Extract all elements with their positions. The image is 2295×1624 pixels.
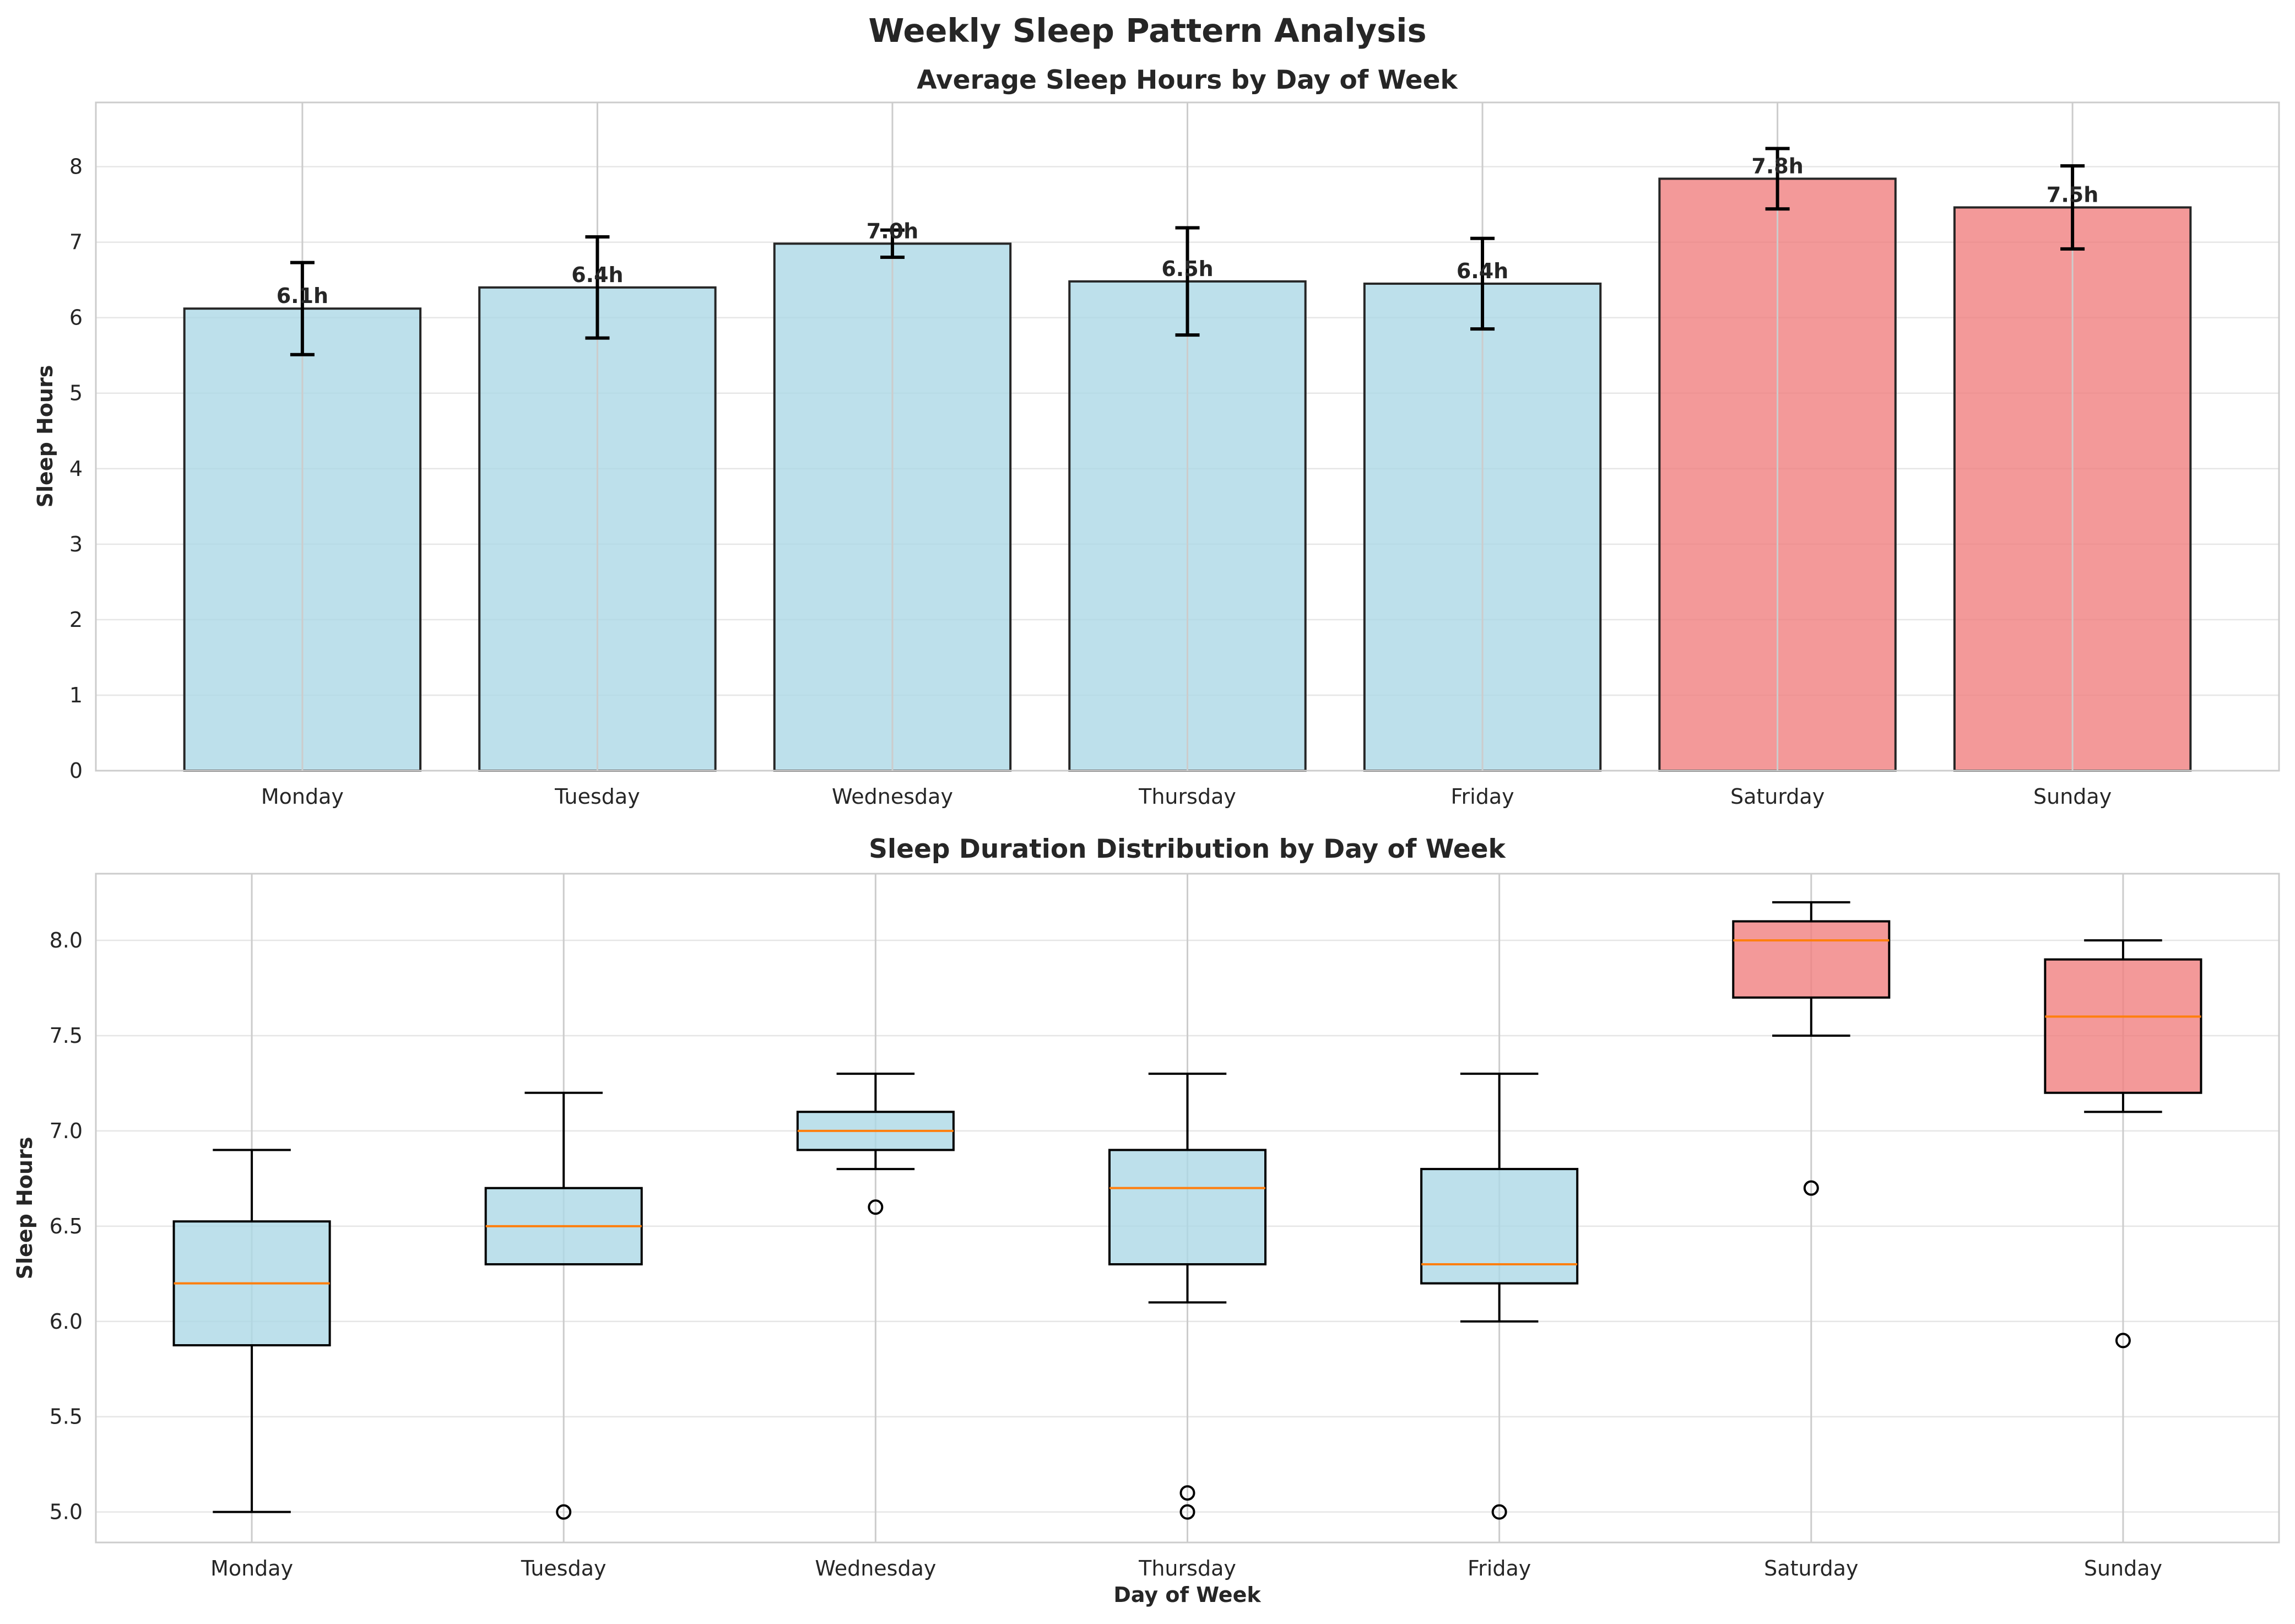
- bar-y-tick-label: 8: [69, 155, 83, 179]
- bar-y-tick-label: 2: [69, 608, 83, 632]
- bar-x-tick-label: Friday: [1450, 784, 1514, 809]
- bar-chart-data-labels: 6.1h 6.4h 7.0h 6.5h 6.4h 7.8h 7.5h: [277, 154, 2099, 308]
- box-x-tick-label: Monday: [210, 1556, 293, 1580]
- bar-chart-x-ticks: Monday Tuesday Wednesday Thursday Friday Satu…: [261, 784, 2112, 809]
- outlier-point: [1179, 1504, 1195, 1520]
- bar-chart-y-ticks: 0 1 2 3 4 5 6 7 8: [69, 155, 83, 783]
- box-x-tick-label: Saturday: [1764, 1556, 1858, 1580]
- bar-x-tick-label: Saturday: [1730, 784, 1825, 809]
- bar-chart-error-bars: [290, 147, 2085, 356]
- figure-title: Weekly Sleep Pattern Analysis: [868, 12, 1426, 50]
- bar-value-label: 7.0h: [867, 219, 918, 243]
- bar-y-tick-label: 5: [69, 381, 83, 405]
- bar-value-label: 6.5h: [1161, 257, 1213, 281]
- box-y-tick-label: 7.5: [50, 1024, 83, 1048]
- outlier-point: [1179, 1485, 1195, 1501]
- bar-value-label: 6.1h: [277, 284, 328, 308]
- box-y-tick-label: 6.5: [50, 1214, 83, 1238]
- bar-y-tick-label: 6: [69, 306, 83, 330]
- bar-y-tick-label: 0: [69, 759, 83, 783]
- outlier-point: [868, 1199, 884, 1215]
- iqr-box: [2044, 958, 2202, 1094]
- bar-value-label: 6.4h: [1457, 259, 1508, 283]
- box-plot-frame: [95, 873, 2280, 1544]
- bar-chart-frame: [95, 101, 2280, 772]
- box-x-tick-label: Thursday: [1138, 1556, 1236, 1580]
- box-plot-title: Sleep Duration Distribution by Day of We…: [869, 834, 1506, 864]
- outlier-point: [2115, 1333, 2131, 1349]
- box-plot-x-ticks: Monday Tuesday Wednesday Thursday Friday Satu…: [210, 1556, 2162, 1580]
- box-sunday: [2044, 939, 2202, 1349]
- iqr-box: [1420, 1168, 1579, 1285]
- box-x-tick-label: Friday: [1468, 1556, 1531, 1580]
- box-y-tick-label: 7.0: [50, 1119, 83, 1143]
- box-monday: [172, 1149, 331, 1513]
- outlier-point: [556, 1504, 572, 1520]
- box-x-tick-label: Wednesday: [815, 1556, 936, 1580]
- box-plot: 5.0 5.5 6.0 6.5 7.0 7.5 8.0 Monday Tuesday Wedne…: [13, 834, 2280, 1607]
- bar-value-label: 6.4h: [571, 263, 623, 287]
- box-plot-y-ticks: 5.0 5.5 6.0 6.5 7.0 7.5 8.0: [50, 928, 83, 1524]
- box-y-tick-label: 5.5: [50, 1405, 83, 1429]
- bar-value-label: 7.5h: [2047, 183, 2098, 207]
- box-x-tick-label: Tuesday: [521, 1556, 607, 1580]
- box-y-tick-label: 6.0: [50, 1309, 83, 1334]
- bar-x-tick-label: Sunday: [2033, 784, 2112, 809]
- bar-chart-y-axis-label: Sleep Hours: [33, 365, 57, 508]
- bar-x-tick-label: Thursday: [1138, 784, 1236, 809]
- bar-x-tick-label: Tuesday: [554, 784, 640, 809]
- box-saturday: [1732, 901, 1891, 1196]
- bar-y-tick-label: 7: [69, 230, 83, 255]
- box-x-tick-label: Sunday: [2084, 1556, 2162, 1580]
- iqr-box: [1732, 920, 1891, 999]
- bar-y-tick-label: 4: [69, 457, 83, 481]
- box-wednesday: [796, 1073, 955, 1215]
- box-tuesday: [484, 1091, 643, 1520]
- box-y-tick-label: 5.0: [50, 1500, 83, 1524]
- outlier-point: [1803, 1180, 1819, 1196]
- box-plot-x-axis-label: Day of Week: [1113, 1583, 1261, 1607]
- bar-x-tick-label: Monday: [261, 784, 344, 809]
- bar-x-tick-label: Wednesday: [832, 784, 953, 809]
- bar-y-tick-label: 1: [69, 683, 83, 707]
- outlier-point: [1491, 1504, 1507, 1520]
- bar-chart-vertical-gridlines: [301, 102, 2074, 771]
- box-plot-y-axis-label: Sleep Hours: [13, 1137, 37, 1280]
- bar-chart-title: Average Sleep Hours by Day of Week: [917, 65, 1458, 95]
- bar-chart: 6.1h 6.4h 7.0h 6.5h 6.4h 7.8h 7.5h 0 1 2 3 4 5 6 7 8 M…: [33, 65, 2280, 809]
- box-thursday: [1108, 1073, 1267, 1520]
- bar-value-label: 7.8h: [1751, 154, 1803, 178]
- box-plot-boxes: [172, 901, 2202, 1520]
- iqr-box: [1108, 1149, 1267, 1266]
- box-friday: [1420, 1073, 1579, 1520]
- box-y-tick-label: 8.0: [50, 928, 83, 952]
- bar-y-tick-label: 3: [69, 532, 83, 556]
